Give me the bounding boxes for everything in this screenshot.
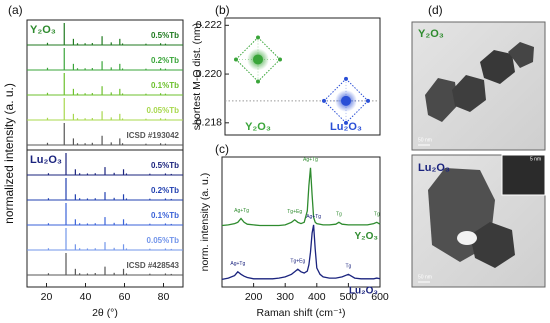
panel-label: (a): [8, 3, 23, 17]
x-tick-label: 20: [41, 291, 53, 303]
octahedron-vertex: [344, 120, 348, 125]
group-label: Lu₂O₃: [30, 154, 62, 166]
tem-panel: 50 nm 50 nm 5 nm Y₂O₃ Lu₂O₃ (d): [411, 3, 546, 288]
panel-label: (d): [428, 3, 443, 17]
peak-annotation: Ag+Tg: [234, 208, 249, 214]
x-axis-label: 2θ (°): [92, 307, 118, 319]
series-label: ICSD #428543: [127, 261, 180, 270]
series-label: 0.5%Tb: [151, 31, 179, 40]
octahedron-vertex: [322, 98, 326, 103]
scale-text: 50 nm: [418, 274, 432, 280]
x-axis-label: Raman shift (cm⁻¹): [257, 307, 346, 319]
series-label: 0.1%Tb: [151, 211, 179, 220]
y-axis-label: normalized intensity (a. u.): [2, 83, 16, 224]
spectrum: [221, 224, 381, 281]
series-label: Y₂O₃: [354, 231, 378, 242]
point: [253, 54, 263, 65]
octahedron-edge: [257, 37, 281, 60]
y-tick-label: 0.218: [196, 117, 222, 129]
octahedron-vertex: [256, 79, 260, 84]
octahedron-edge: [323, 78, 347, 102]
series-label: ICSD #193042: [127, 131, 180, 140]
x-tick-label: 600: [371, 291, 389, 303]
series-label: 0.1%Tb: [151, 81, 179, 90]
x-tick-label: 400: [308, 291, 326, 303]
particle-hole: [457, 231, 477, 245]
octahedron-edge: [235, 59, 259, 82]
series-label: 0.05%Tb: [147, 236, 180, 245]
octahedron-edge: [345, 78, 369, 102]
series-label: Lu₂O₃: [349, 285, 378, 296]
octahedron-edge: [235, 37, 259, 60]
particle: [508, 42, 534, 68]
panel-label: (c): [215, 142, 229, 156]
peak-annotation: Tg+Eg: [290, 259, 305, 265]
inset: [501, 154, 546, 196]
x-tick-label: 300: [276, 291, 294, 303]
point: [341, 95, 351, 106]
y-tick-label: 0.222: [196, 19, 222, 31]
x-tick-label: 500: [340, 291, 358, 303]
category-label: Y₂O₃: [245, 121, 271, 133]
peak-annotation: Tg: [336, 212, 342, 218]
octahedron-edge: [345, 100, 369, 124]
series-label: 0.2%Tb: [151, 186, 179, 195]
plot-frame: [26, 19, 184, 288]
category-label: Lu₂O₃: [330, 121, 362, 133]
plot-frame: [224, 17, 381, 136]
peak-annotation: Tg+Eg: [287, 209, 302, 215]
octahedron-vertex: [234, 57, 238, 62]
x-tick-label: 40: [80, 291, 92, 303]
x-tick-label: 200: [245, 291, 263, 303]
x-tick-label: 80: [158, 291, 170, 303]
peak-annotation: Tg: [345, 264, 351, 270]
y-axis-label: norm. intensity (a. u.): [199, 173, 211, 272]
scale-text: 5 nm: [530, 156, 541, 162]
peak-annotation: Ag+Tg: [306, 214, 321, 220]
spectrum: [221, 167, 381, 227]
tem-label: Lu₂O₃: [418, 162, 450, 174]
group-label: Y₂O₃: [30, 24, 56, 36]
peak-annotation: Ag+Tg: [303, 157, 318, 163]
series-label: 0.5%Tb: [151, 161, 179, 170]
octahedron-edge: [257, 59, 281, 82]
panel-label: (b): [215, 3, 230, 17]
octahedron-vertex: [278, 57, 282, 62]
y-axis-label: shortest M-O dist. (nm): [191, 23, 203, 130]
series-label: 0.05%Tb: [147, 106, 180, 115]
particle: [425, 78, 458, 122]
particle: [452, 75, 486, 112]
particle: [480, 50, 515, 84]
y-tick-label: 0.220: [196, 68, 222, 80]
octahedron-vertex: [366, 98, 370, 103]
peak-annotation: Tg: [374, 212, 380, 218]
particle: [470, 222, 515, 268]
x-tick-label: 60: [119, 291, 131, 303]
plot-frame: [221, 156, 381, 288]
octahedron-edge: [323, 100, 347, 124]
series-label: 0.2%Tb: [151, 56, 179, 65]
peak-annotation: Ag+Tg: [230, 261, 245, 267]
scale-text: 50 nm: [418, 137, 432, 143]
tem-label: Y₂O₃: [418, 28, 444, 40]
